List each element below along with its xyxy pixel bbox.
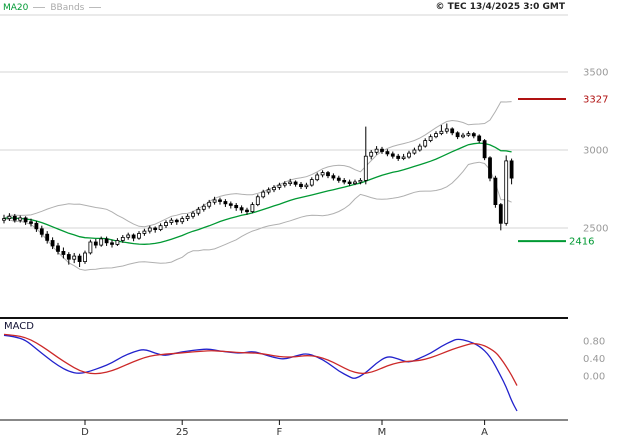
x-axis-month-label: F bbox=[277, 427, 283, 438]
x-axis-month-label: A bbox=[481, 427, 488, 438]
signal-line bbox=[3, 333, 518, 386]
copyright-text: © TEC 13/4/2025 3:0 GMT bbox=[435, 2, 565, 12]
legend-bbands-swatch bbox=[89, 7, 102, 8]
resistance-level-label: 3327 bbox=[583, 94, 608, 105]
ma20-line bbox=[3, 142, 512, 245]
macd-tick-label: 0.40 bbox=[583, 354, 605, 365]
macd-line bbox=[3, 334, 518, 412]
chart-legend: MA20 BBands bbox=[3, 2, 102, 13]
legend-ma20-swatch bbox=[33, 7, 46, 8]
macd-tick-label: 0.80 bbox=[583, 337, 605, 348]
x-axis-month-label: M bbox=[378, 427, 387, 438]
macd-panel-label: MACD bbox=[4, 321, 34, 332]
legend-ma20-label: MA20 bbox=[3, 2, 29, 13]
price-gridlines bbox=[0, 14, 568, 229]
x-axis-month-label: 25 bbox=[176, 427, 189, 438]
price-tick-label: 3500 bbox=[583, 68, 608, 79]
price-axis-labels: 3500 3000 2500 bbox=[583, 68, 608, 235]
bollinger-bands bbox=[3, 101, 512, 271]
price-tick-label: 2500 bbox=[583, 224, 608, 235]
price-tick-label: 3000 bbox=[583, 146, 608, 157]
support-level-label: 2416 bbox=[569, 237, 594, 248]
resistance-level: 3327 bbox=[518, 94, 608, 105]
x-axis-month-label: D bbox=[81, 427, 89, 438]
macd-axis-labels: 0.80 0.40 0.00 bbox=[583, 337, 605, 383]
x-axis: D 25 F M A bbox=[0, 419, 568, 438]
macd-tick-label: 0.00 bbox=[583, 372, 605, 383]
candlesticks bbox=[2, 123, 514, 267]
support-level: 2416 bbox=[518, 237, 594, 248]
legend-bbands-label: BBands bbox=[50, 2, 85, 13]
